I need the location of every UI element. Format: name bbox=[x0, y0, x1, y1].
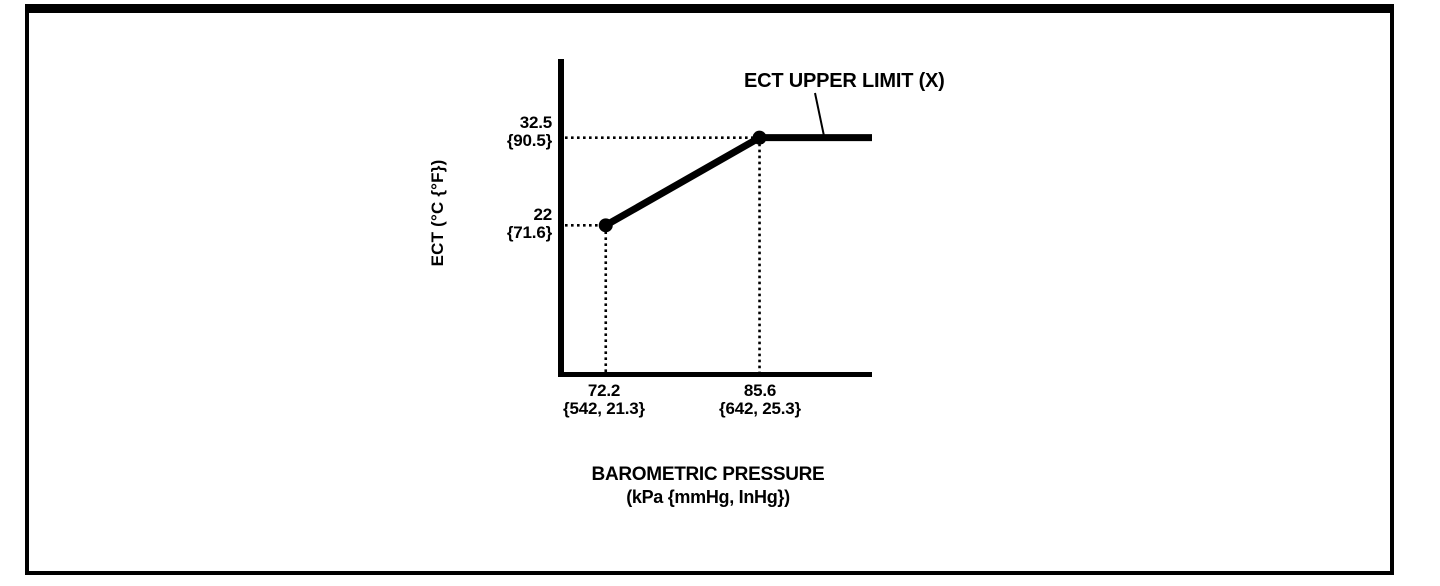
x-tick-alt-value: {542, 21.3} bbox=[563, 399, 645, 418]
x-tick-value: 72.2 bbox=[587, 381, 621, 400]
y-tick-value: 22 bbox=[533, 205, 552, 224]
annotation-ect-upper-limit: ECT UPPER LIMIT (X) bbox=[744, 70, 945, 92]
y-tick-value: 32.5 bbox=[519, 113, 552, 132]
x-axis-title: BAROMETRIC PRESSURE bbox=[591, 464, 825, 485]
y-tick-alt-value: {71.6} bbox=[506, 223, 552, 242]
y-tick-alt-value: {90.5} bbox=[506, 131, 552, 150]
y-tick-upper: 32.5 {90.5} bbox=[432, 114, 552, 150]
x-tick-alt-value: {642, 25.3} bbox=[719, 399, 801, 418]
x-axis-title-block: BAROMETRIC PRESSURE (kPa {mmHg, InHg}) bbox=[508, 464, 908, 508]
x-tick-left: 72.2 {542, 21.3} bbox=[519, 382, 689, 418]
x-axis-units: (kPa {mmHg, InHg}) bbox=[626, 487, 790, 507]
diagram-frame bbox=[25, 4, 1394, 575]
y-tick-lower: 22 {71.6} bbox=[432, 206, 552, 242]
x-tick-value: 85.6 bbox=[743, 381, 777, 400]
x-tick-right: 85.6 {642, 25.3} bbox=[675, 382, 845, 418]
